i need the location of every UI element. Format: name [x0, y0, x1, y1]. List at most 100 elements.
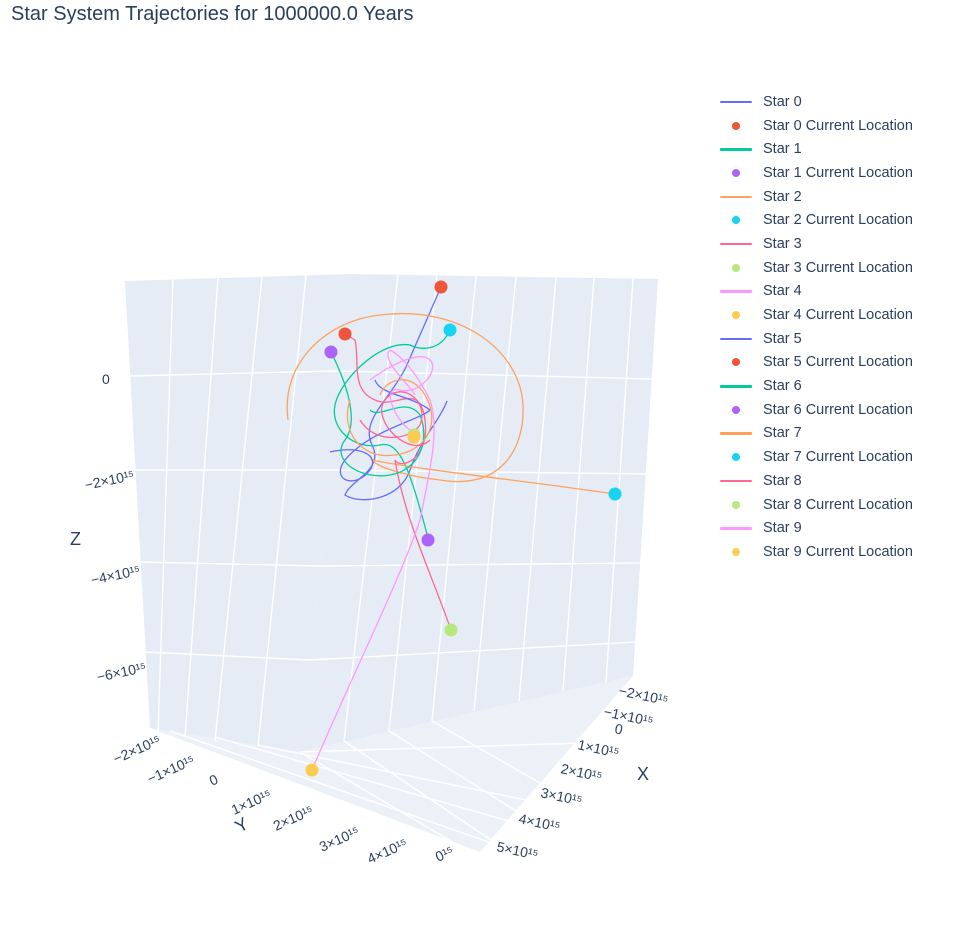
legend-line-swatch [716, 332, 756, 346]
legend: Star 0 Star 0 Current Location Star 1 Star … [716, 90, 968, 564]
y-tick-label: 3×10¹⁵ [317, 823, 362, 855]
legend-label: Star 8 [763, 472, 802, 489]
legend-item[interactable]: Star 8 Current Location [716, 493, 968, 517]
legend-line-swatch [716, 284, 756, 298]
legend-label: Star 4 Current Location [763, 307, 913, 324]
legend-item[interactable]: Star 7 Current Location [716, 445, 968, 469]
x-tick-label: 2×10¹⁵ [559, 760, 603, 784]
trajectory-line [329, 379, 431, 482]
trajectory-line [359, 391, 431, 447]
x-tick-label: 1×10¹⁵ [576, 736, 620, 760]
y-tick-label: 2×10¹⁵ [271, 802, 316, 834]
trajectory-line [344, 333, 452, 631]
legend-item[interactable]: Star 1 [716, 137, 968, 161]
y-tick-label: −2×10¹⁵ [111, 732, 163, 767]
z-tick-label: −4×10¹⁵ [89, 562, 141, 588]
legend-label: Star 9 Current Location [763, 543, 913, 560]
z-axis-title: Z [70, 529, 81, 549]
back-wall-right [300, 274, 658, 752]
trajectory-line [311, 349, 435, 771]
legend-line-swatch [716, 521, 756, 535]
legend-line-swatch [716, 474, 756, 488]
legend-label: Star 5 [763, 330, 802, 347]
legend-label: Star 7 Current Location [763, 449, 913, 466]
legend-label: Star 2 [763, 188, 802, 205]
current-location-marker [444, 623, 458, 637]
x-axis-title: X [637, 764, 649, 784]
legend-item[interactable]: Star 1 Current Location [716, 161, 968, 185]
legend-line-swatch [716, 95, 756, 109]
x-tick-label: 5×10¹⁵ [495, 838, 539, 862]
legend-item[interactable]: Star 2 Current Location [716, 208, 968, 232]
trajectory-line [369, 356, 434, 431]
legend-item[interactable]: Star 4 [716, 280, 968, 304]
x-tick-label: −1×10¹⁵ [602, 703, 654, 729]
legend-marker-swatch [716, 166, 756, 180]
current-location-marker [608, 487, 622, 501]
legend-item[interactable]: Star 7 [716, 422, 968, 446]
legend-label: Star 3 Current Location [763, 259, 913, 276]
x-tick-label: −2×10¹⁵ [617, 682, 669, 708]
y-tick-label: −1×10¹⁵ [145, 752, 197, 787]
legend-marker-swatch [716, 308, 756, 322]
trajectory-line [286, 313, 616, 495]
y-tick-label: 0¹⁵ [433, 843, 456, 865]
legend-label: Star 9 [763, 520, 802, 537]
legend-label: Star 0 [763, 93, 802, 110]
legend-line-swatch [716, 426, 756, 440]
y-tick-label: 1×10¹⁵ [229, 786, 274, 818]
legend-label: Star 2 Current Location [763, 212, 913, 229]
current-location-marker [407, 430, 421, 444]
current-location-marker [324, 345, 338, 359]
legend-line-swatch [716, 237, 756, 251]
x-tick-label: 3×10¹⁵ [539, 784, 583, 808]
trajectory-line [330, 351, 425, 477]
legend-marker-swatch [716, 213, 756, 227]
current-location-marker [421, 533, 435, 547]
legend-marker-swatch [716, 355, 756, 369]
legend-marker-swatch [716, 450, 756, 464]
legend-item[interactable]: Star 0 Current Location [716, 114, 968, 138]
legend-label: Star 3 [763, 235, 802, 252]
legend-line-swatch [716, 142, 756, 156]
legend-item[interactable]: Star 5 [716, 327, 968, 351]
x-tick-label: 0 [613, 720, 624, 737]
legend-label: Star 8 Current Location [763, 496, 913, 513]
legend-label: Star 5 Current Location [763, 354, 913, 371]
legend-line-swatch [716, 190, 756, 204]
trajectory-line [333, 329, 451, 539]
legend-item[interactable]: Star 6 [716, 374, 968, 398]
legend-item[interactable]: Star 3 Current Location [716, 256, 968, 280]
legend-marker-swatch [716, 261, 756, 275]
legend-item[interactable]: Star 5 Current Location [716, 351, 968, 375]
legend-item[interactable]: Star 9 Current Location [716, 540, 968, 564]
legend-marker-swatch [716, 403, 756, 417]
legend-marker-swatch [716, 498, 756, 512]
legend-label: Star 7 [763, 425, 802, 442]
legend-item[interactable]: Star 8 [716, 469, 968, 493]
legend-item[interactable]: Star 4 Current Location [716, 303, 968, 327]
y-tick-label: 4×10¹⁵ [365, 835, 410, 867]
legend-label: Star 1 Current Location [763, 164, 913, 181]
legend-item[interactable]: Star 9 [716, 516, 968, 540]
z-tick-label: −2×10¹⁵ [83, 467, 135, 493]
legend-label: Star 1 [763, 141, 802, 158]
chart-title: Star System Trajectories for 1000000.0 Y… [11, 3, 414, 25]
trajectory-traces [286, 286, 616, 771]
z-tick-label: 0 [102, 371, 110, 387]
legend-label: Star 6 [763, 378, 802, 395]
legend-item[interactable]: Star 2 [716, 185, 968, 209]
x-tick-label: 4×10¹⁵ [517, 810, 561, 834]
legend-label: Star 6 Current Location [763, 401, 913, 418]
current-location-marker [443, 323, 457, 337]
y-tick-label: 0 [207, 771, 221, 789]
current-location-marker [434, 280, 448, 294]
legend-item[interactable]: Star 3 [716, 232, 968, 256]
legend-marker-swatch [716, 119, 756, 133]
legend-item[interactable]: Star 6 Current Location [716, 398, 968, 422]
current-location-marker [305, 763, 319, 777]
legend-label: Star 0 Current Location [763, 117, 913, 134]
z-tick-label: −6×10¹⁵ [95, 659, 147, 685]
legend-item[interactable]: Star 0 [716, 90, 968, 114]
